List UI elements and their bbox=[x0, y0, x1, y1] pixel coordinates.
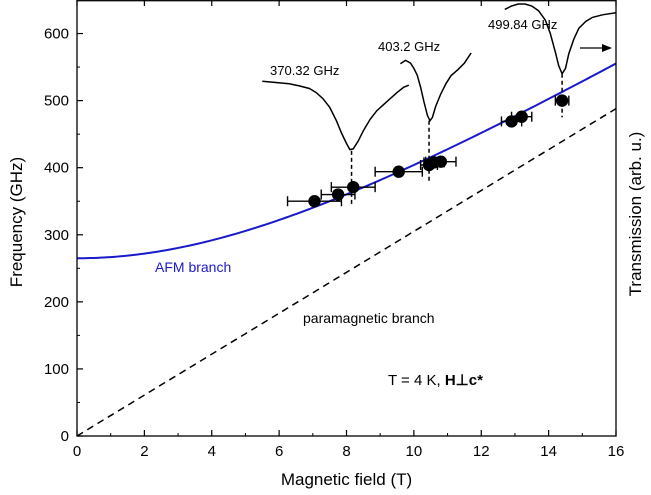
field-orientation: H⊥c* bbox=[445, 372, 483, 389]
data-point bbox=[515, 110, 528, 123]
paramagnetic-branch-line bbox=[77, 108, 616, 436]
y-tick-label: 0 bbox=[61, 428, 69, 445]
x-axis-ticks: 0 2 4 6 8 10 12 14 16 bbox=[73, 0, 625, 460]
x-tick-label: 10 bbox=[406, 443, 423, 460]
right-arrow-icon bbox=[580, 44, 612, 52]
afm-branch-label: AFM branch bbox=[155, 259, 231, 275]
transmission-spectrum bbox=[504, 3, 616, 76]
y-tick-label: 400 bbox=[44, 160, 69, 177]
spectrum-frequency-label: 499.84 GHz bbox=[488, 17, 557, 32]
y-tick-label: 600 bbox=[44, 26, 69, 43]
right-axis-title: Transmission (arb. u.) bbox=[626, 132, 645, 297]
y-tick-label: 300 bbox=[44, 227, 69, 244]
x-tick-label: 14 bbox=[540, 443, 557, 460]
y-tick-label: 200 bbox=[44, 294, 69, 311]
y-tick-label: 500 bbox=[44, 93, 69, 110]
x-tick-label: 12 bbox=[473, 443, 490, 460]
x-tick-label: 16 bbox=[608, 443, 625, 460]
y-tick-label: 100 bbox=[44, 361, 69, 378]
paramagnetic-branch-label: paramagnetic branch bbox=[303, 310, 435, 326]
y-axis-title: Frequency (GHz) bbox=[7, 157, 26, 287]
spectrum-frequency-label: 403.2 GHz bbox=[378, 39, 440, 54]
data-point bbox=[331, 188, 345, 201]
temperature-prefix: T = 4 K, bbox=[388, 372, 445, 389]
x-tick-label: 2 bbox=[140, 443, 148, 460]
y-axis-ticks: 0 100 200 300 400 500 600 bbox=[44, 26, 83, 445]
spectrum-frequency-label: 370.32 GHz bbox=[270, 63, 339, 78]
x-tick-label: 0 bbox=[73, 443, 81, 460]
data-points bbox=[286, 94, 570, 208]
plot-frame bbox=[76, 0, 617, 437]
transmission-spectrum bbox=[262, 80, 410, 151]
x-tick-label: 8 bbox=[342, 443, 350, 460]
x-tick-label: 4 bbox=[208, 443, 216, 460]
data-point bbox=[392, 165, 405, 178]
temperature-label: T = 4 K, H⊥c* bbox=[388, 372, 483, 389]
transmission-spectrum bbox=[399, 52, 472, 123]
data-point bbox=[555, 94, 569, 107]
afm-branch-curve bbox=[77, 62, 616, 260]
data-point bbox=[308, 195, 321, 208]
data-point bbox=[347, 180, 360, 194]
x-tick-label: 6 bbox=[275, 443, 283, 460]
x-axis-title: Magnetic field (T) bbox=[281, 470, 412, 489]
curves bbox=[77, 62, 616, 436]
data-point bbox=[434, 155, 448, 168]
